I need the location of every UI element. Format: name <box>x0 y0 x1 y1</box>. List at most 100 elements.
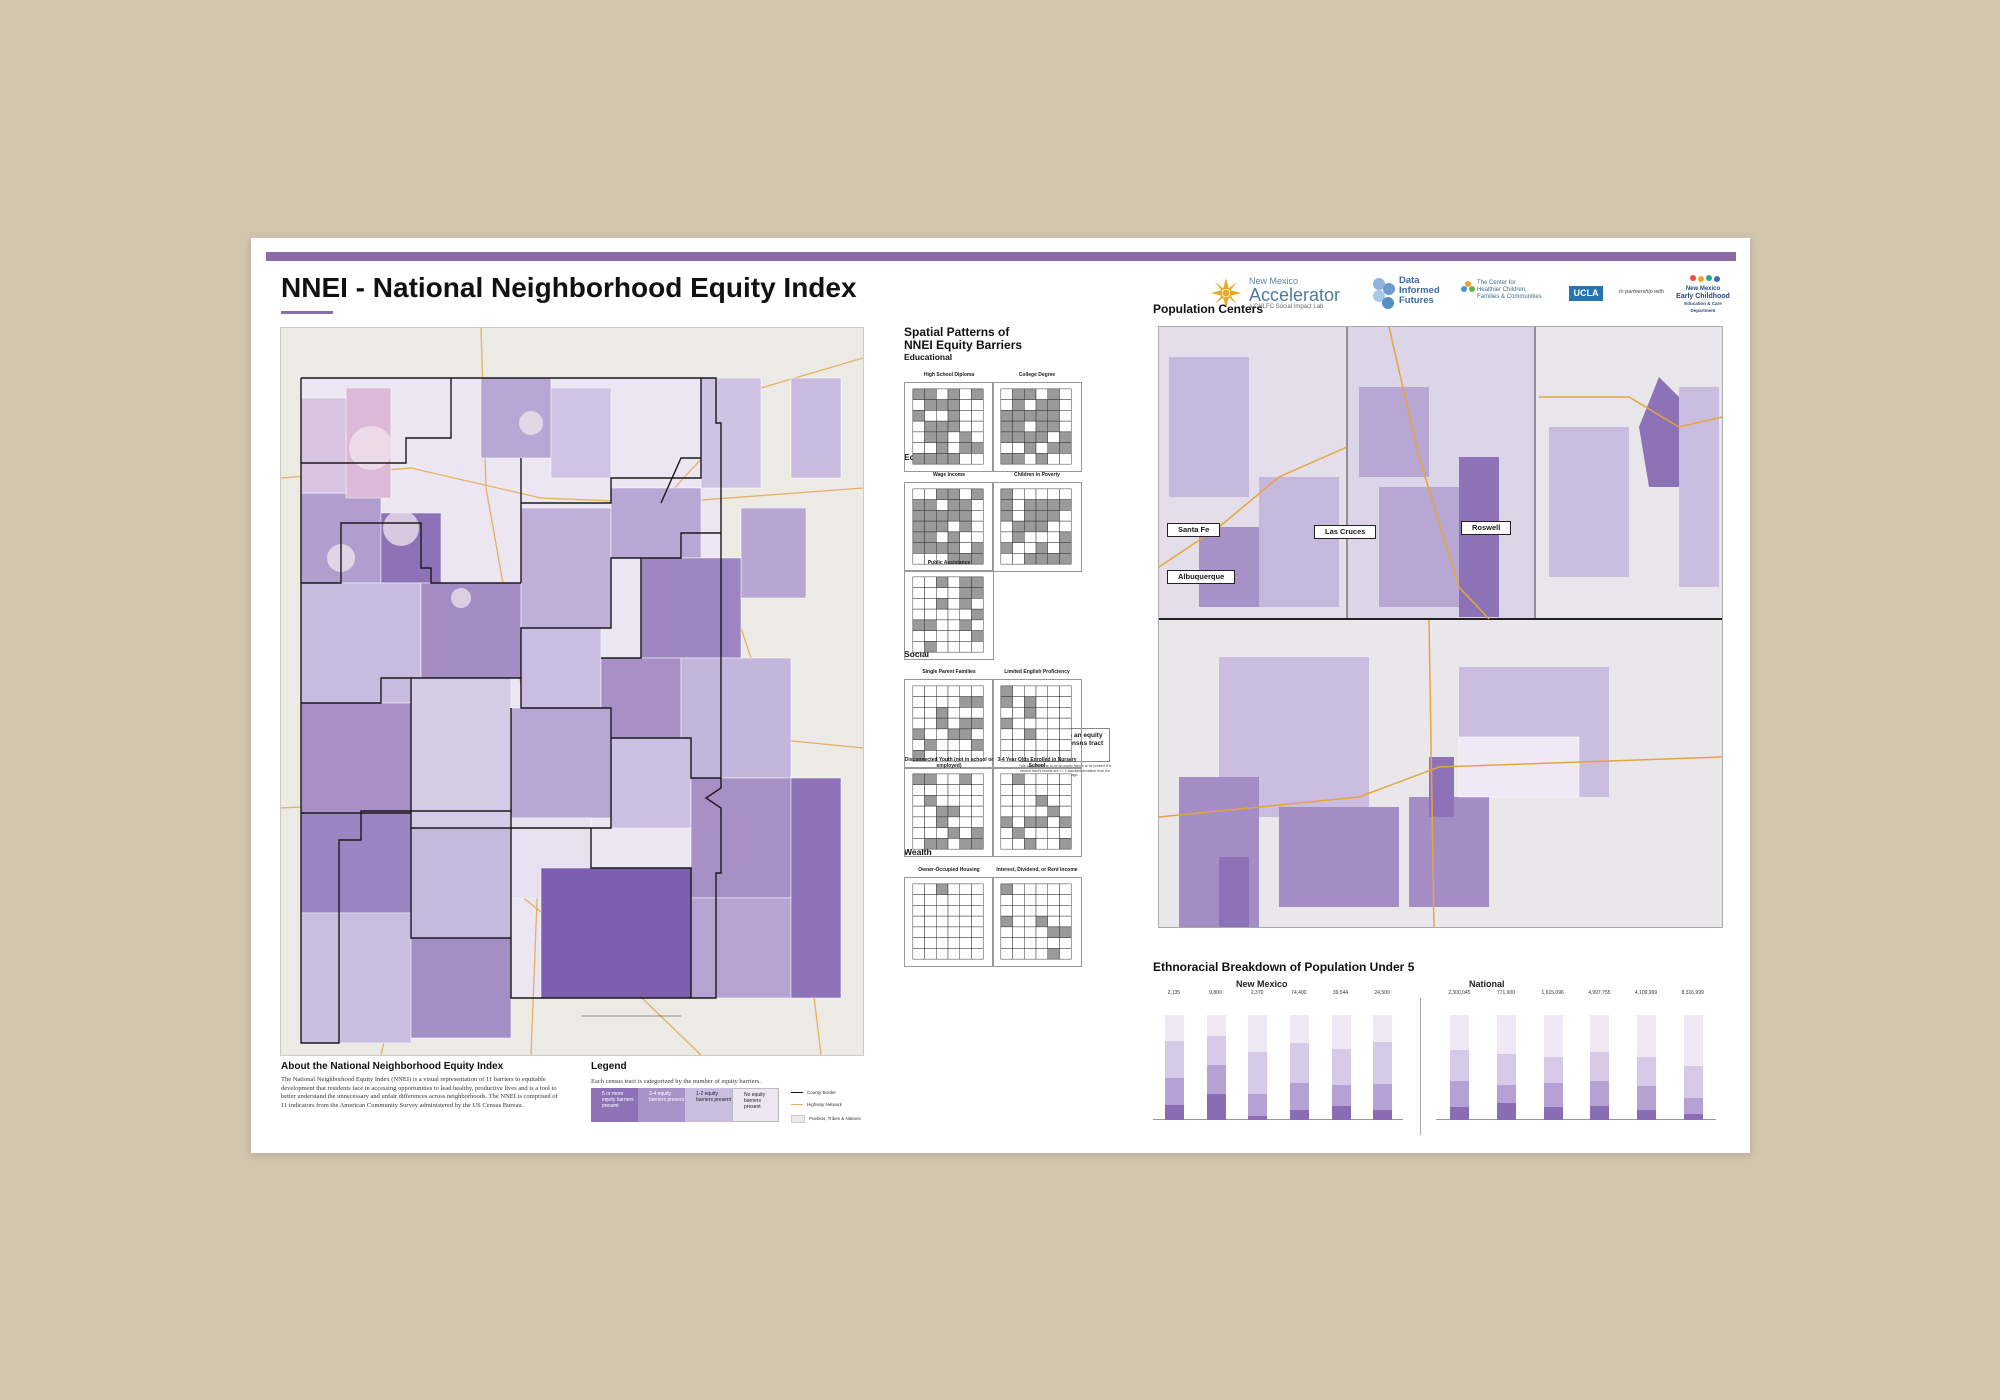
national-bar-2 <box>1497 1015 1516 1120</box>
nm-chart-label: New Mexico <box>1236 979 1288 989</box>
census-tract-cell <box>936 816 949 828</box>
census-tract-cell <box>1047 739 1060 751</box>
national-bar-segment <box>1450 1049 1470 1082</box>
high-school-diploma-map-label: High School Diploma <box>923 372 975 378</box>
nursery-school-map-frame <box>992 767 1082 857</box>
census-tract-cell <box>1035 520 1048 533</box>
census-tract-cell <box>936 707 949 719</box>
accent-bar <box>266 252 1736 261</box>
census-tract-cell <box>1012 739 1025 751</box>
census-tract-cell <box>936 510 949 522</box>
census-tract-cell <box>1047 542 1060 554</box>
census-tract-cell <box>971 696 984 708</box>
census-tract-cell <box>1047 805 1060 818</box>
legend-class-1-2: 1-2 equity barriers present <box>685 1088 732 1122</box>
census-tract-cell <box>947 805 960 818</box>
ethnoracial-heading: Ethnoracial Breakdown of Population Unde… <box>1153 960 1415 974</box>
logo-strip: New Mexico Accelerator a CHLFC Social Im… <box>1211 274 1731 314</box>
nm-bar-segment <box>1164 1105 1184 1120</box>
spatial-heading-line-2: NNEI Equity Barriers <box>904 338 1023 352</box>
census-tract-cell <box>1047 773 1060 785</box>
census-tract-cell <box>1024 542 1037 554</box>
national-bar-total: 2,300,045 <box>1448 990 1471 996</box>
nm-bar-4 <box>1289 1015 1309 1120</box>
census-tract-cell <box>936 805 949 818</box>
census-tract-cell <box>971 827 984 839</box>
census-tract-cell <box>1059 707 1072 719</box>
owner-occupied-housing-map-frame <box>904 877 994 967</box>
census-tract-cell <box>1000 784 1013 796</box>
census-tract-cell <box>971 399 984 411</box>
census-tract-cell <box>959 717 972 730</box>
census-tract-cell <box>1012 453 1025 465</box>
census-tract-cell <box>959 531 972 543</box>
census-tract-cell <box>971 510 984 522</box>
census-tract-cell <box>1024 431 1037 443</box>
census-tract-cell <box>936 685 949 697</box>
census-tract-cell <box>1047 948 1060 960</box>
census-tract-cell <box>924 773 937 785</box>
census-tract-cell <box>1024 728 1037 740</box>
census-tract-cell <box>1000 728 1013 740</box>
census-tract-cell <box>1047 499 1060 511</box>
census-tract-cell <box>1059 420 1072 433</box>
census-tract-cell <box>1035 707 1048 719</box>
owner-occupied-housing-map: Owner-Occupied Housing <box>904 867 994 967</box>
census-tract-cell <box>1047 883 1060 895</box>
census-tract-cell <box>924 696 937 708</box>
census-tract-cell <box>1024 388 1037 400</box>
census-tract-cell <box>959 685 972 697</box>
census-tract-cell <box>912 894 925 906</box>
census-tract-cell <box>936 641 949 653</box>
census-tract-cell <box>1035 838 1048 850</box>
census-tract-cell <box>1012 926 1025 938</box>
census-tract-cell <box>959 442 972 454</box>
census-tract-cell <box>1059 805 1072 818</box>
census-tract-cell <box>947 531 960 543</box>
census-tract-cell <box>912 410 925 422</box>
census-tract-cell <box>912 510 925 522</box>
census-tract-cell <box>912 827 925 839</box>
census-tract-cell <box>1024 520 1037 533</box>
census-tract-cell <box>959 915 972 928</box>
about-heading: About the National Neighborhood Equity I… <box>281 1061 504 1072</box>
census-tract-cell <box>971 499 984 511</box>
nm-bar-segment <box>1373 1015 1393 1043</box>
census-tract-cell <box>1000 553 1013 565</box>
accelerator-subtext: a CHLFC Social Impact Lab <box>1249 304 1324 310</box>
census-tract-cell <box>947 499 960 511</box>
census-tract-cell <box>1000 410 1013 422</box>
census-tract-cell <box>959 453 972 465</box>
census-tract-cell <box>1024 707 1037 719</box>
census-tract-cell <box>924 499 937 511</box>
census-tract-cell <box>1035 948 1048 960</box>
census-tract-cell <box>1047 685 1060 697</box>
college-degree-map-label: College Degree <box>1018 372 1056 378</box>
census-tract-cell <box>947 795 960 807</box>
census-tract-cell <box>959 499 972 511</box>
census-tract-cell <box>1012 542 1025 554</box>
nm-bar-5 <box>1331 1015 1351 1120</box>
census-tract-cell <box>947 915 960 928</box>
census-tract-cell <box>924 827 937 839</box>
census-tract-cell <box>912 420 925 433</box>
census-tract-cell <box>912 728 925 740</box>
population-centers-map-graphic <box>1159 327 1722 927</box>
census-tract-cell <box>1012 784 1025 796</box>
census-tract-cell <box>959 838 972 850</box>
census-tract-cell <box>936 696 949 708</box>
census-tract-cell <box>924 388 937 400</box>
census-tract-cell <box>912 717 925 730</box>
disconnected-youth-map-label: Disconnected Youth (not in school or emp… <box>904 757 994 769</box>
census-tract-cell <box>971 608 984 621</box>
census-tract-cell <box>971 619 984 631</box>
census-tract-cell <box>1000 915 1013 928</box>
center-line-3: Families & Communities <box>1477 294 1542 300</box>
census-tract-cell <box>959 728 972 740</box>
census-tract-cell <box>912 937 925 949</box>
census-tract-cell <box>1047 795 1060 807</box>
accelerator-small-text: New Mexico <box>1249 276 1299 286</box>
nm-bar-total: 39,544 <box>1332 990 1349 996</box>
legend-class-3-4: 3-4 equity barriers present <box>638 1088 685 1122</box>
census-tract-cell <box>971 838 984 850</box>
